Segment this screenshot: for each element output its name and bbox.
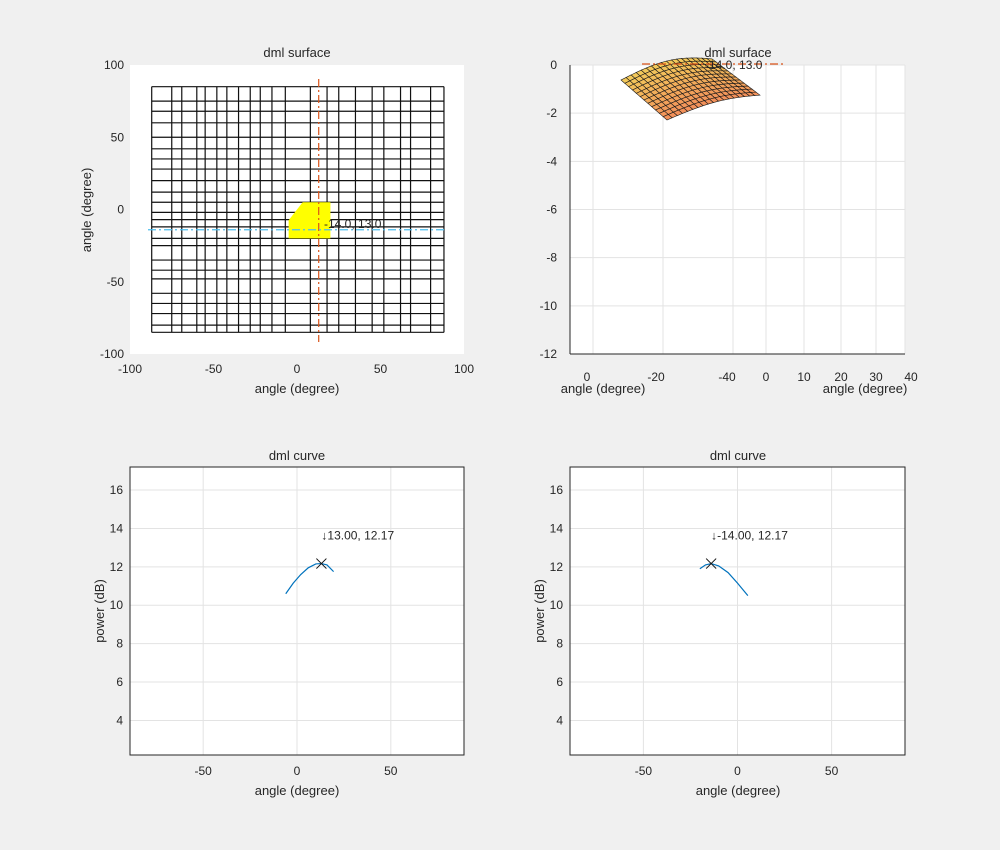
y-tick-label: 10 bbox=[550, 598, 564, 612]
x-tick-label: 0 bbox=[734, 764, 741, 778]
y-tick-label: -4 bbox=[546, 154, 557, 168]
y-tick-label: -100 bbox=[100, 347, 124, 361]
x-tick-label: 0 bbox=[294, 362, 301, 376]
y-tick-label: 12 bbox=[550, 560, 564, 574]
y-axis-label: power (dB) bbox=[92, 579, 107, 643]
data-line bbox=[699, 562, 749, 597]
y-tick-label: 4 bbox=[556, 713, 563, 727]
surface-mesh bbox=[620, 57, 786, 121]
y-tick-label: -12 bbox=[540, 347, 558, 361]
x-tick-label: 100 bbox=[454, 362, 474, 376]
x-axis-label: angle (degree) bbox=[255, 783, 340, 798]
tick-labels: -100 -50 0 50 100 100 50 0 -50 -100 bbox=[100, 58, 474, 376]
y-tick-label: -8 bbox=[546, 251, 557, 265]
x-tick-label: 50 bbox=[825, 764, 839, 778]
y-tick-label: 0 bbox=[550, 58, 557, 72]
y-tick-label: -50 bbox=[107, 275, 125, 289]
x-tick-label: -50 bbox=[635, 764, 653, 778]
dml-curve-plot-left: -50 0 50 16 14 12 10 8 6 4 dml curve angle (degre… bbox=[92, 448, 465, 798]
chart-title: dml curve bbox=[710, 448, 766, 463]
x-tick-label: -100 bbox=[118, 362, 142, 376]
x-tick-label: -50 bbox=[205, 362, 223, 376]
y-tick-label: 20 bbox=[834, 370, 848, 384]
chart-title: dml curve bbox=[269, 448, 325, 463]
y-tick-label: 16 bbox=[110, 483, 124, 497]
y-tick-label: 4 bbox=[116, 713, 123, 727]
crosshair-lines bbox=[148, 79, 446, 342]
dml-curve-plot-right: -50 0 50 16 14 12 10 8 6 4 dml curve angle (degre… bbox=[532, 448, 906, 798]
peak-annotation: ↓-14.00, 12.17 bbox=[711, 529, 788, 543]
peak-marker bbox=[705, 558, 717, 569]
surface-patch bbox=[750, 91, 761, 96]
y-tick-label: 16 bbox=[550, 483, 564, 497]
surface-topview-plot: -100 -50 0 50 100 100 50 0 -50 -100 dml surface a… bbox=[79, 45, 474, 396]
y-tick-label: 30 bbox=[869, 370, 883, 384]
y-tick-label: 14 bbox=[550, 521, 564, 535]
data-line bbox=[285, 562, 335, 595]
plot-area bbox=[130, 65, 464, 354]
y-tick-label: 8 bbox=[556, 637, 563, 651]
x-tick-label: -20 bbox=[647, 370, 665, 384]
chart-title: dml surface bbox=[263, 45, 330, 60]
x-tick-label: 0 bbox=[294, 764, 301, 778]
axes-box bbox=[569, 466, 906, 756]
y-tick-label: 0 bbox=[763, 370, 770, 384]
y-tick-label: -2 bbox=[546, 106, 557, 120]
x-axis-label: angle (degree) bbox=[696, 783, 781, 798]
y-axis-label: power (dB) bbox=[532, 579, 547, 643]
y-tick-label: 40 bbox=[904, 370, 918, 384]
y-tick-label: 8 bbox=[116, 637, 123, 651]
y-tick-label: 12 bbox=[110, 560, 124, 574]
x-tick-label: 0 bbox=[584, 370, 591, 384]
peak-annotation: -14.0, 13.0 bbox=[705, 58, 763, 72]
y-tick-label: 10 bbox=[110, 598, 124, 612]
peak-annotation: -14.0, 13.0 bbox=[324, 217, 382, 231]
x-tick-label: -50 bbox=[195, 764, 213, 778]
y-tick-label: -10 bbox=[540, 299, 558, 313]
tick-labels: 0 -2 -4 -6 -8 -10 -12 0 -20 -40 0 10 20 30 40 bbox=[540, 58, 918, 384]
y-tick-label: 100 bbox=[104, 58, 124, 72]
x-tick-label: 50 bbox=[374, 362, 388, 376]
peak-annotation: ↓13.00, 12.17 bbox=[321, 529, 394, 543]
peak-marker bbox=[316, 558, 327, 569]
axes-grid bbox=[569, 64, 906, 355]
y-tick-label: 6 bbox=[116, 675, 123, 689]
y-tick-label: 10 bbox=[797, 370, 811, 384]
y-axis-label: angle (degree) bbox=[823, 381, 908, 396]
x-tick-label: -40 bbox=[718, 370, 736, 384]
surface-3d-plot: 0 -2 -4 -6 -8 -10 -12 0 -20 -40 0 10 20 30 40 dml surf… bbox=[540, 45, 918, 396]
axes-box bbox=[129, 466, 465, 756]
x-axis-label: angle (degree) bbox=[561, 381, 646, 396]
y-tick-label: 0 bbox=[117, 203, 124, 217]
y-tick-label: 50 bbox=[111, 130, 125, 144]
y-axis-label: angle (degree) bbox=[79, 168, 94, 253]
y-tick-label: 14 bbox=[110, 521, 124, 535]
y-tick-label: 6 bbox=[556, 675, 563, 689]
chart-title: dml surface bbox=[704, 45, 771, 60]
x-tick-label: 50 bbox=[384, 764, 398, 778]
y-tick-label: -6 bbox=[546, 203, 557, 217]
x-axis-label: angle (degree) bbox=[255, 381, 340, 396]
